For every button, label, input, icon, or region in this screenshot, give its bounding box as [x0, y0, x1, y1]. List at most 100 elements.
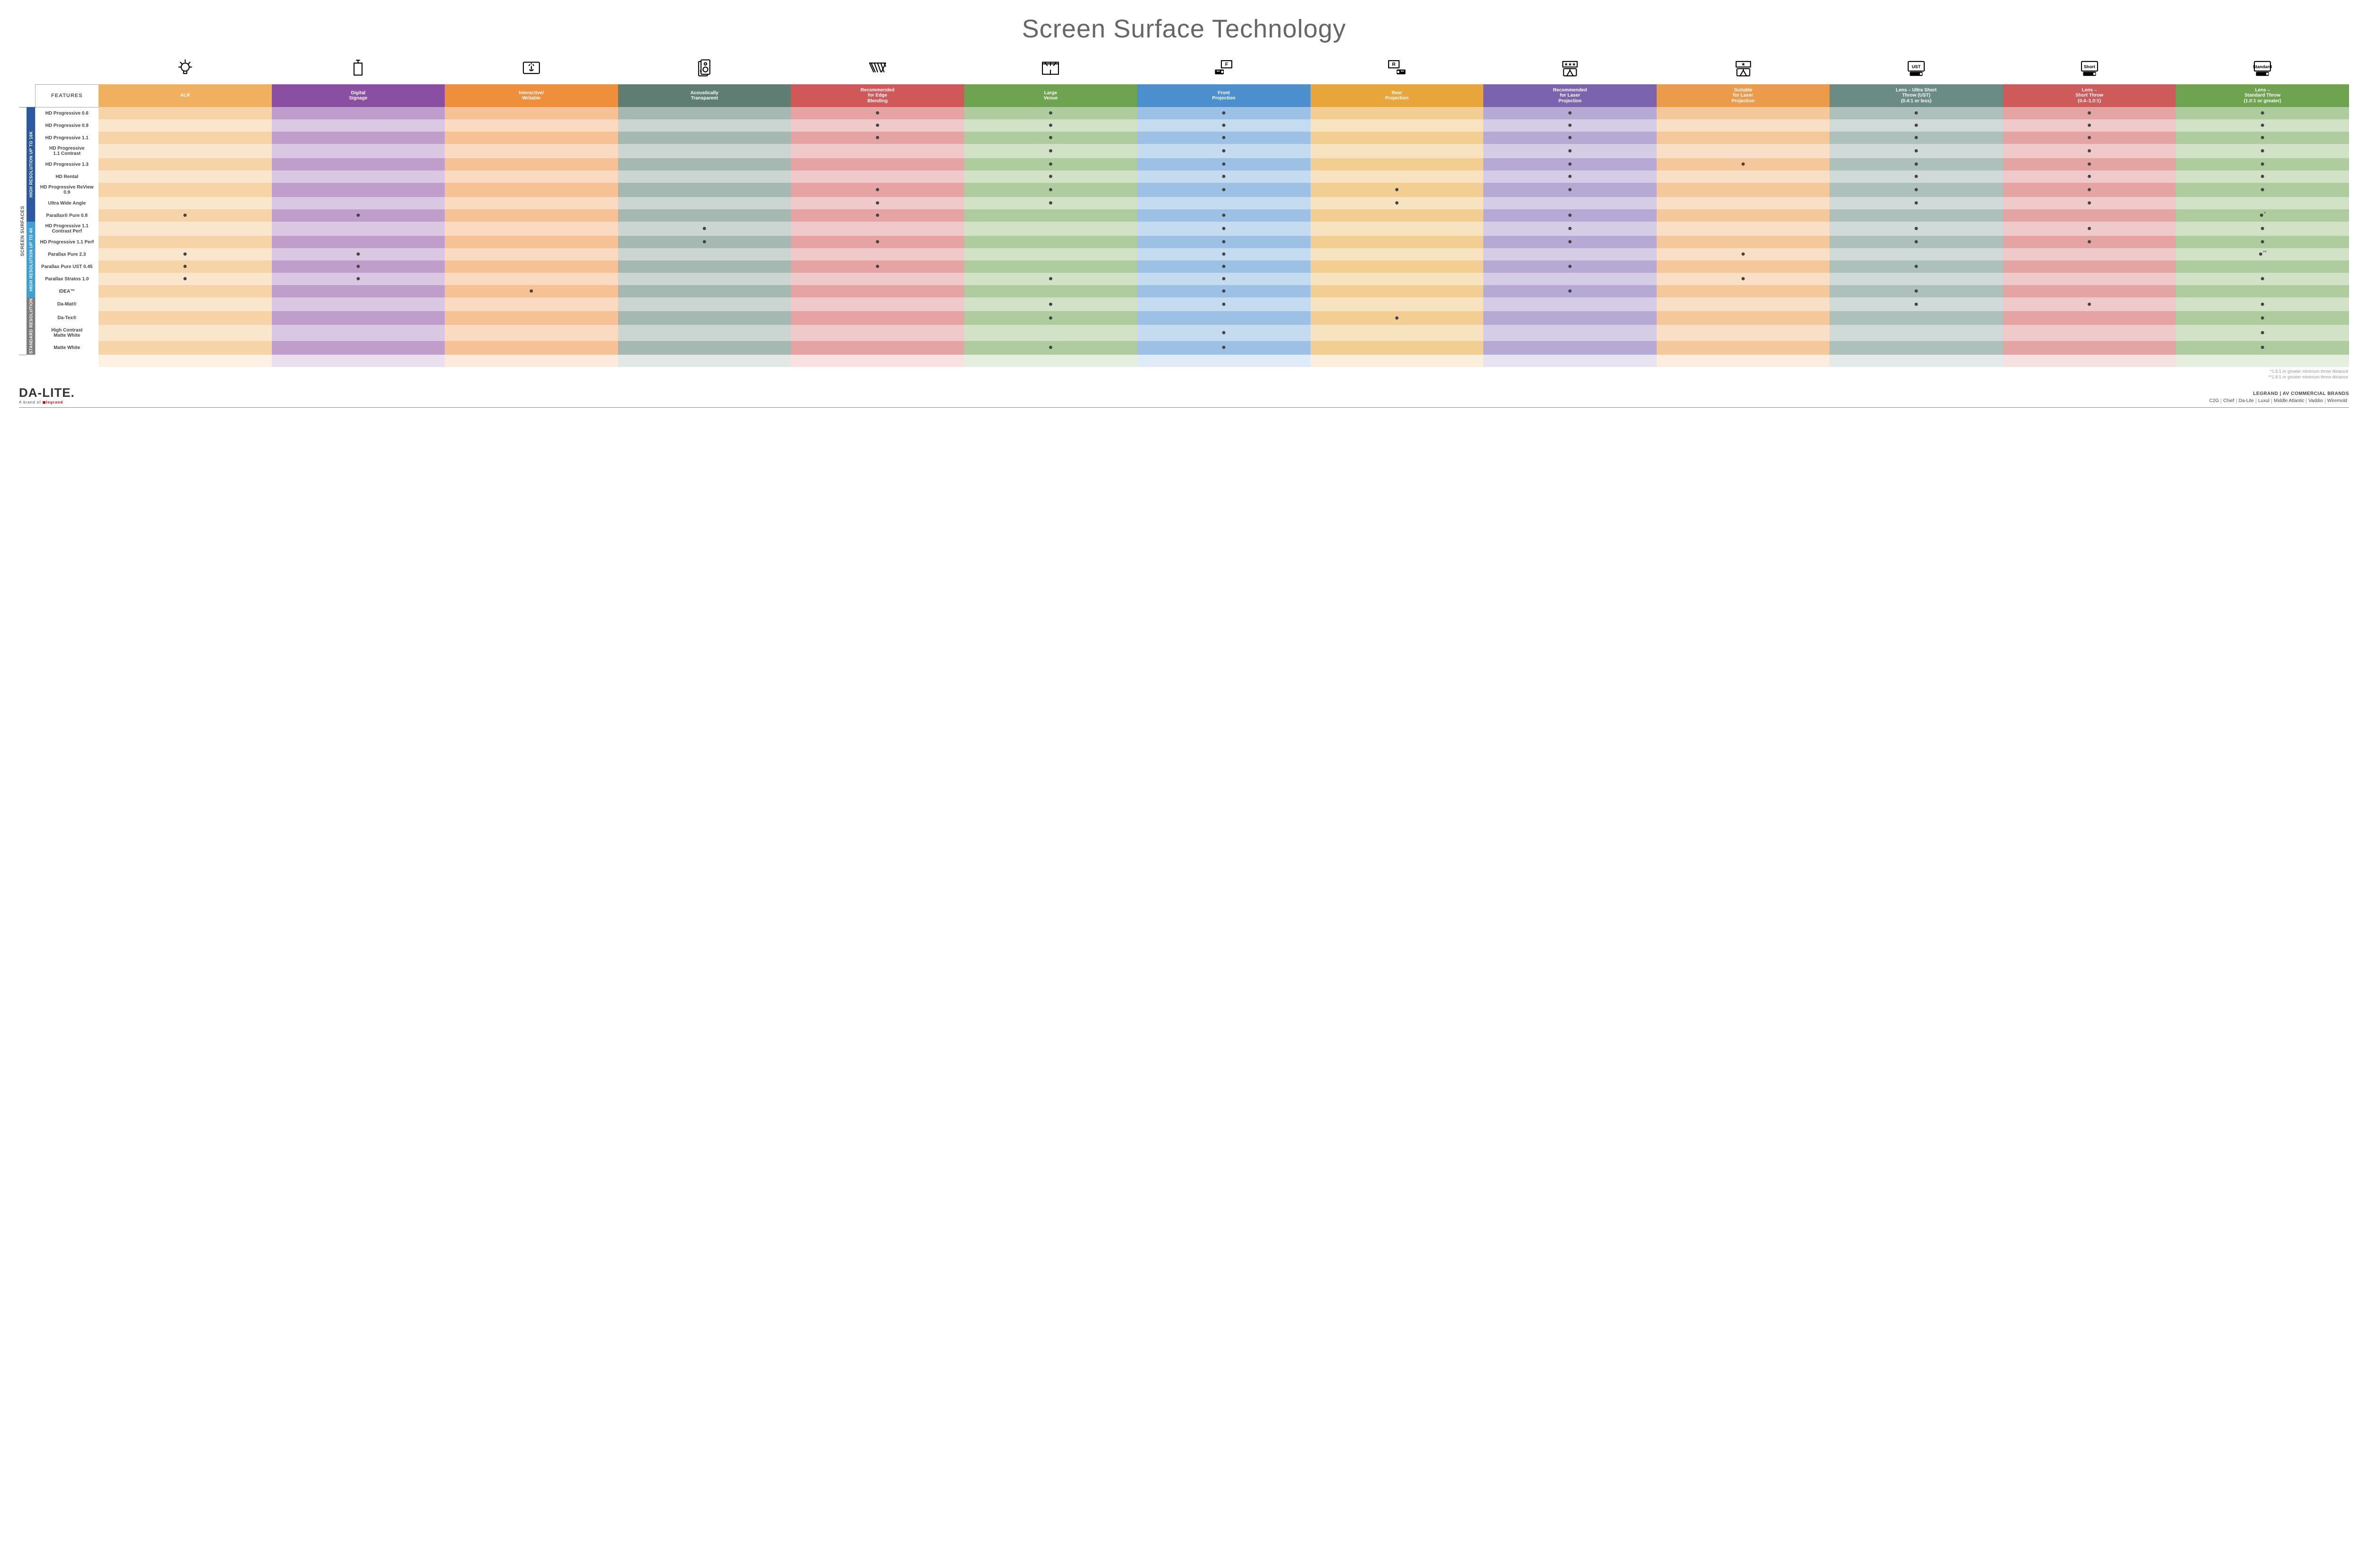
- cell: [1657, 183, 1830, 197]
- cell: [2003, 285, 2176, 297]
- cell: ●: [1483, 222, 1657, 236]
- cell: ●**: [2176, 248, 2349, 260]
- col-header-12: Lens –Standard Throw(1.0:1 or greater): [2176, 84, 2349, 107]
- row-label: HD Progressive 1.1Contrast Perf: [35, 222, 99, 236]
- col-header-9: Suitablefor LaserProjection: [1657, 84, 1830, 107]
- cell: ●: [964, 132, 1138, 144]
- cell: [1657, 260, 1830, 273]
- cell: [99, 170, 272, 183]
- cell: [1657, 197, 1830, 209]
- cell: [964, 325, 1138, 341]
- table-row: HD Rental●●●●●●: [19, 170, 2349, 183]
- cell: [791, 311, 964, 325]
- cell: ●: [964, 183, 1138, 197]
- cell: [1137, 311, 1310, 325]
- laser-rec-icon: ★★★: [1483, 58, 1657, 84]
- cell: [964, 260, 1138, 273]
- cell: [618, 197, 791, 209]
- row-label: Ultra Wide Angle: [35, 197, 99, 209]
- cell: [445, 158, 618, 170]
- cell: [1657, 144, 1830, 158]
- cell: [2003, 311, 2176, 325]
- cell: [618, 144, 791, 158]
- cell: ●: [1830, 144, 2003, 158]
- cell: ●: [964, 197, 1138, 209]
- cell: ●*: [2176, 209, 2349, 222]
- cell: [618, 183, 791, 197]
- cell: [1310, 170, 1484, 183]
- row-label: Parallax® Pure 0.8: [35, 209, 99, 222]
- svg-text:R: R: [1392, 62, 1396, 67]
- cell: ●: [1483, 132, 1657, 144]
- footer-brand: Luxul: [2256, 398, 2272, 403]
- cell: [1483, 248, 1657, 260]
- cell: [1310, 222, 1484, 236]
- cell: ●: [1657, 158, 1830, 170]
- cell: ●: [1310, 183, 1484, 197]
- cell: [1657, 325, 1830, 341]
- cell: ●: [791, 107, 964, 119]
- cell: ●: [1483, 285, 1657, 297]
- cell: ●: [1830, 170, 2003, 183]
- svg-text:Standard: Standard: [2253, 64, 2272, 69]
- cell: ●: [2176, 119, 2349, 132]
- cell: [2176, 260, 2349, 273]
- bulb-icon: [99, 58, 272, 84]
- row-label: IDEA™: [35, 285, 99, 297]
- cell: ●: [1483, 209, 1657, 222]
- cell: [1657, 311, 1830, 325]
- cell: ●: [2176, 132, 2349, 144]
- cell: ●: [1310, 311, 1484, 325]
- cell: [1310, 119, 1484, 132]
- cell: ●: [618, 236, 791, 248]
- col-header-2: Interactive/Writable: [445, 84, 618, 107]
- cell: ●: [1830, 119, 2003, 132]
- cell: [99, 144, 272, 158]
- footer-right: LEGRAND | AV COMMERCIAL BRANDS C2GChiefD…: [2207, 390, 2349, 404]
- cell: [1483, 325, 1657, 341]
- cell: [1657, 170, 1830, 183]
- cell: [618, 132, 791, 144]
- cell: [272, 107, 445, 119]
- cell: ●: [1483, 144, 1657, 158]
- cell: ●: [2003, 183, 2176, 197]
- table-row: HD Progressive 0.9●●●●●●●: [19, 119, 2349, 132]
- footer-brand: Vaddio: [2306, 398, 2325, 403]
- row-label: Parallax Pure UST 0.45: [35, 260, 99, 273]
- cell: ●: [2176, 325, 2349, 341]
- cell: [272, 325, 445, 341]
- cell: ●: [1830, 297, 2003, 311]
- table-row: SCREEN SURFACESHIGH RESOLUTION UP TO 16K…: [19, 107, 2349, 119]
- standard-icon: Standard: [2176, 58, 2349, 84]
- cell: [1830, 325, 2003, 341]
- cell: [1310, 260, 1484, 273]
- cell: [1657, 209, 1830, 222]
- row-label: Da-Tex®: [35, 311, 99, 325]
- cell: [1137, 197, 1310, 209]
- cell: [1310, 273, 1484, 285]
- cell: [964, 222, 1138, 236]
- cell: ●: [791, 119, 964, 132]
- cell: [618, 325, 791, 341]
- feature-table: FR★★★★USTShortStandardFEATURESALRDigital…: [19, 58, 2349, 367]
- cell: ●: [2003, 132, 2176, 144]
- cell: [791, 297, 964, 311]
- table-row: HD Progressive ReView 0.9●●●●●●●●: [19, 183, 2349, 197]
- cell: [1483, 197, 1657, 209]
- cell: [272, 236, 445, 248]
- cell: [1657, 297, 1830, 311]
- group-label-0: HIGH RESOLUTION UP TO 16K: [27, 107, 35, 222]
- col-header-7: RearProjection: [1310, 84, 1484, 107]
- row-label: HD Progressive 1.3: [35, 158, 99, 170]
- cell: ●: [1830, 222, 2003, 236]
- cell: [791, 144, 964, 158]
- cell: [1657, 236, 1830, 248]
- row-label: Parallax Pure 2.3: [35, 248, 99, 260]
- cell: ●: [964, 311, 1138, 325]
- cell: [1830, 209, 2003, 222]
- col-header-8: Recommendedfor LaserProjection: [1483, 84, 1657, 107]
- cell: [618, 209, 791, 222]
- cell: ●: [1830, 285, 2003, 297]
- cell: [964, 209, 1138, 222]
- cell: ●: [1137, 260, 1310, 273]
